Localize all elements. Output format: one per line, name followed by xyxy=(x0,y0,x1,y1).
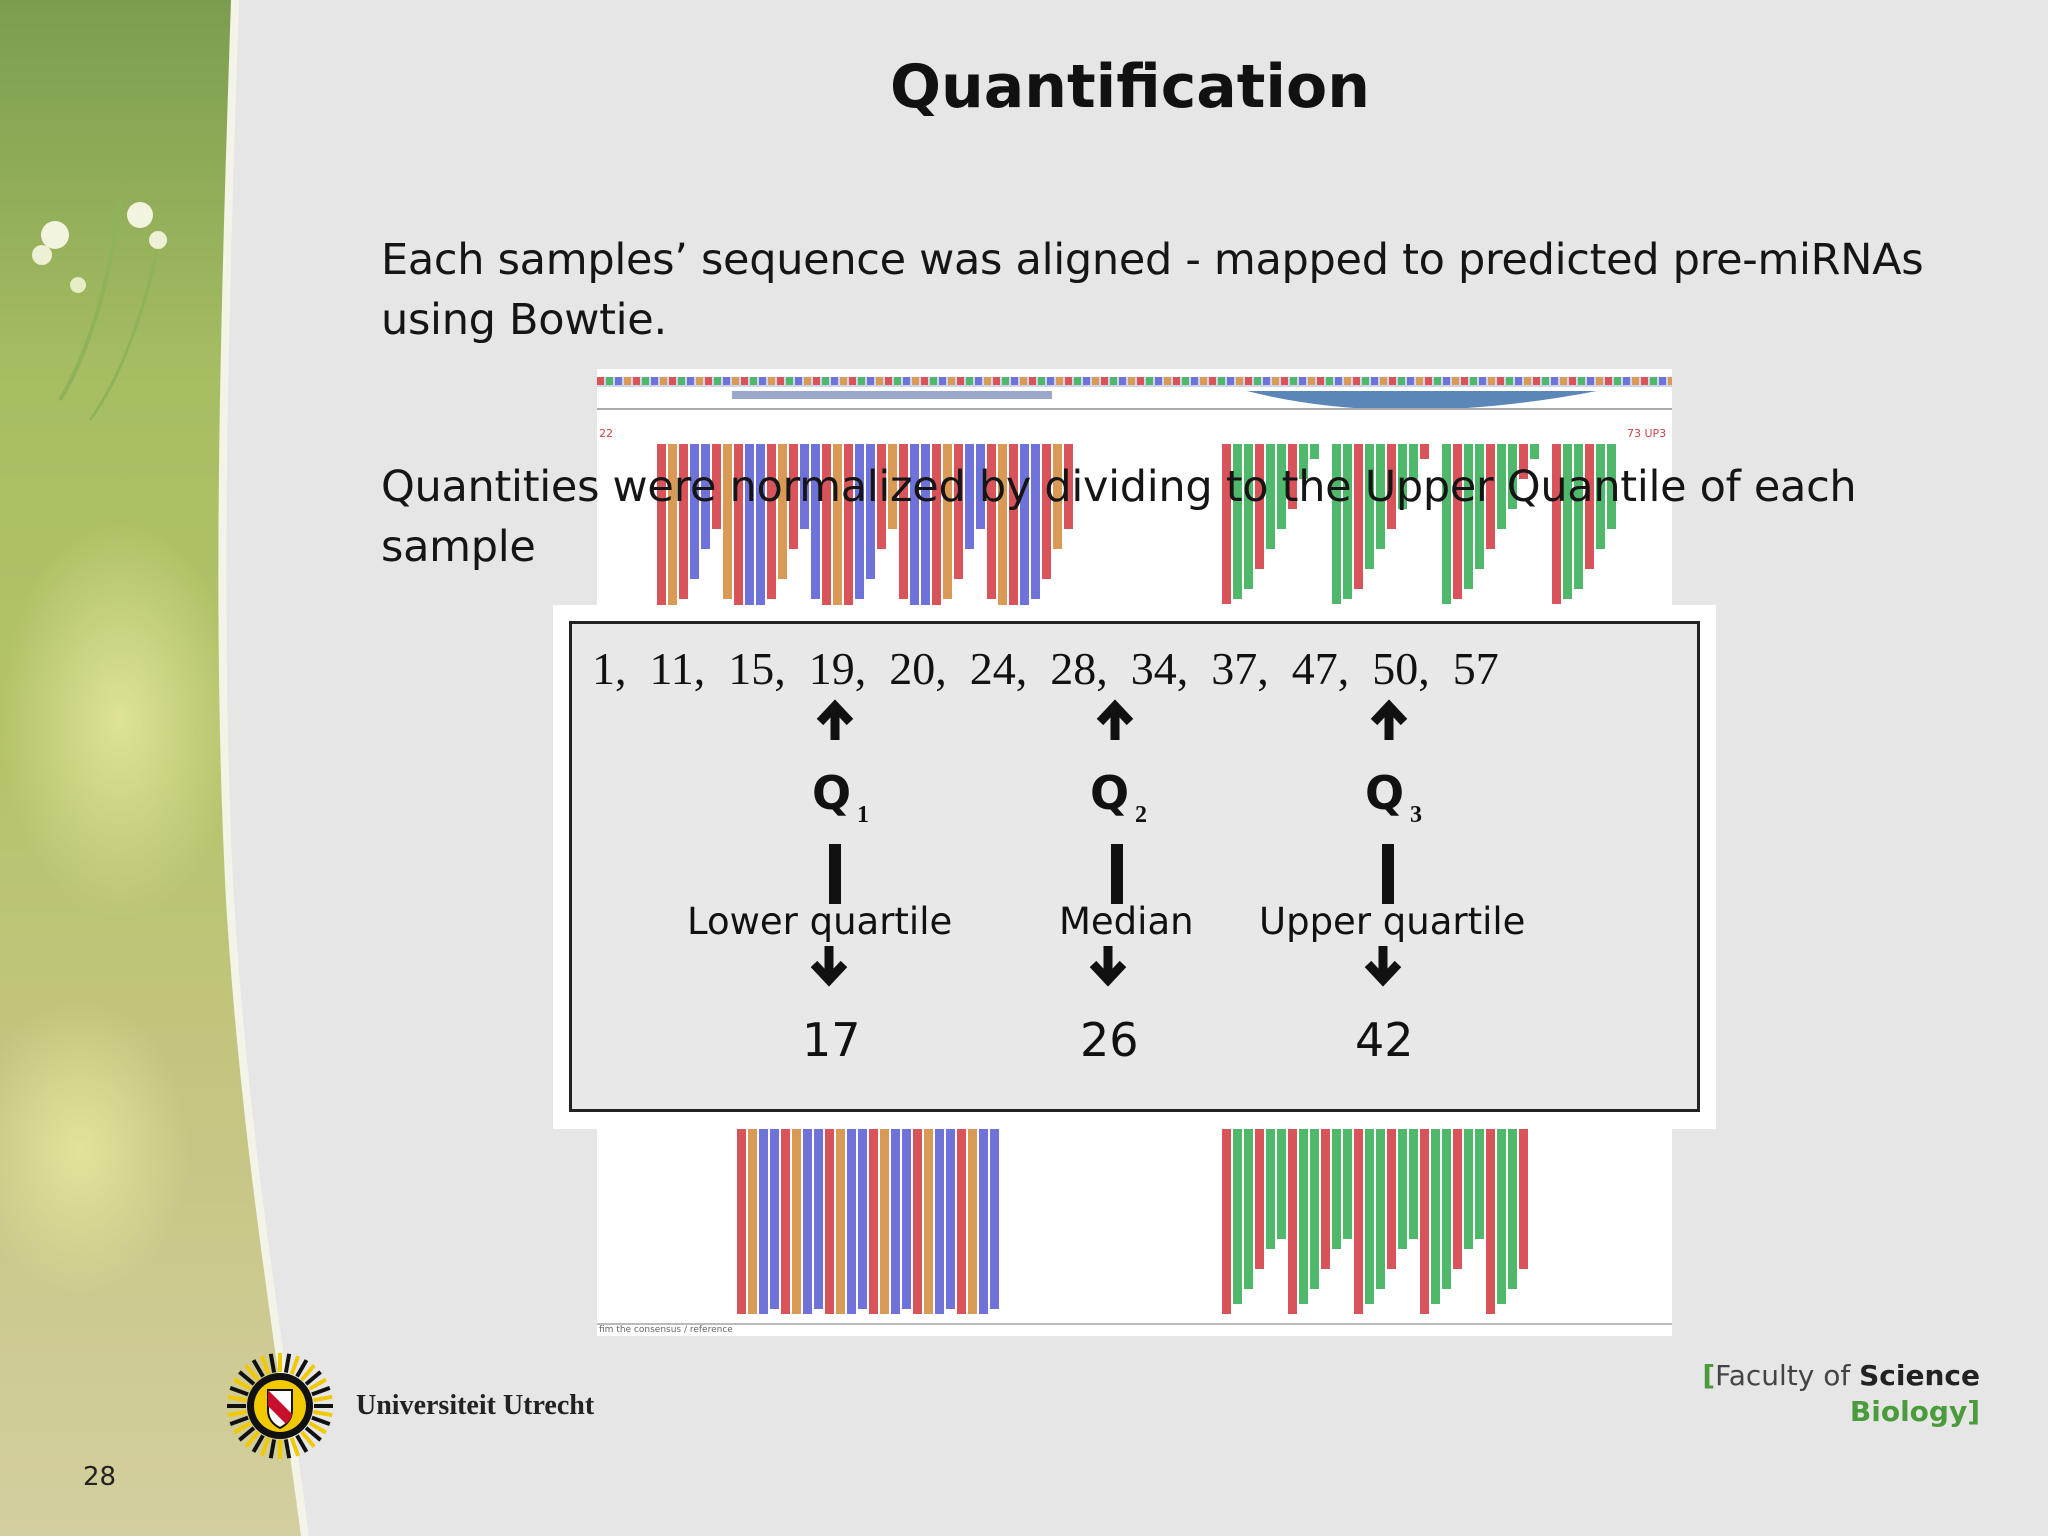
arrow-down-icon xyxy=(1364,946,1402,987)
slide-title: Quantification xyxy=(890,52,1370,122)
q2-symbol: Q xyxy=(1090,766,1129,820)
arrow-up-icon xyxy=(816,699,854,740)
alignment-left-label: 22 xyxy=(599,427,613,440)
decorative-plant-photo xyxy=(0,0,309,1536)
faculty-science-text: Science xyxy=(1859,1359,1980,1392)
paragraph-normalization: Quantities were normalized by dividing t… xyxy=(381,462,1857,572)
arrow-down-icon xyxy=(1089,946,1127,987)
q2-value: 26 xyxy=(1080,1013,1139,1067)
arrow-up-icon xyxy=(1096,699,1134,740)
q1-label: Lower quartile xyxy=(687,900,952,943)
quartile-q3: Q 3 Upper quartile 42 xyxy=(1259,699,1525,1067)
q1-symbol: Q xyxy=(812,766,851,820)
page-number: 28 xyxy=(83,1462,117,1492)
q3-value: 42 xyxy=(1355,1013,1414,1067)
quartile-q1: Q 1 Lower quartile 17 xyxy=(687,699,952,1067)
q1-subscript: 1 xyxy=(857,802,869,828)
q3-symbol: Q xyxy=(1365,766,1404,820)
q2-label: Median xyxy=(1059,900,1194,943)
q3-subscript: 3 xyxy=(1410,802,1422,828)
paragraph-alignment: Each samples’ sequence was aligned - map… xyxy=(381,235,1924,345)
quartile-figure-box: 1, 11, 15, 19, 20, 24, 28, 34, 37, 47, 5… xyxy=(569,621,1700,1112)
quartile-figure: 1, 11, 15, 19, 20, 24, 28, 34, 37, 47, 5… xyxy=(553,605,1716,1129)
bracket-close: ] xyxy=(1967,1395,1980,1428)
q2-subscript: 2 xyxy=(1135,802,1147,828)
number-sequence: 1, 11, 15, 19, 20, 24, 28, 34, 37, 47, 5… xyxy=(592,643,1499,694)
q3-label: Upper quartile xyxy=(1259,900,1525,943)
university-name: Universiteit Utrecht xyxy=(356,1390,595,1421)
alignment-footer-caption: fim the consensus / reference xyxy=(599,1325,733,1335)
q1-value: 17 xyxy=(802,1013,861,1067)
universiteit-utrecht-logo xyxy=(227,1353,333,1459)
quartile-q2: Q 2 Median 26 xyxy=(1059,699,1194,1067)
faculty-label: [Faculty of Science Biology] xyxy=(1702,1358,1980,1430)
faculty-of-text: Faculty of xyxy=(1715,1359,1860,1392)
bracket-open: [ xyxy=(1702,1359,1716,1392)
alignment-right-label: 73 UP3 xyxy=(1627,427,1666,440)
arrow-down-icon xyxy=(810,946,848,987)
arrow-up-icon xyxy=(1370,699,1408,740)
faculty-department: Biology xyxy=(1849,1395,1968,1428)
